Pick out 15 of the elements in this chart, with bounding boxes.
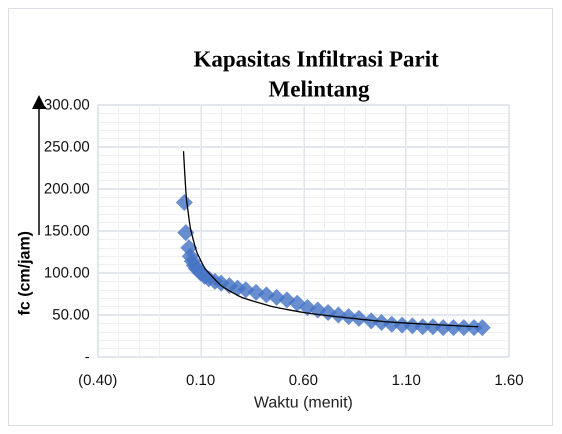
y-tick-label: 250.00	[44, 138, 90, 156]
x-tick-label: 0.10	[186, 372, 216, 389]
y-tick-label: 50.00	[52, 306, 90, 324]
x-tick-label: 1.10	[392, 372, 421, 389]
x-tick-label: 1.60	[494, 372, 524, 389]
y-tick-label: 300.00	[44, 96, 90, 114]
x-tick-label: 0.60	[288, 372, 318, 389]
x-tick-label: (0.40)	[78, 372, 118, 389]
y-tick-label: -	[84, 348, 90, 366]
y-tick-label: 200.00	[44, 180, 90, 198]
chart-title: Kapasitas Infiltrasi Parit Melintang	[193, 46, 445, 102]
y-tick-label: 150.00	[44, 222, 90, 240]
x-axis-title: Waktu (menit)	[254, 394, 353, 412]
y-axis-title: fc (cm/jam)	[16, 231, 34, 316]
y-tick-label: 100.00	[44, 264, 90, 282]
